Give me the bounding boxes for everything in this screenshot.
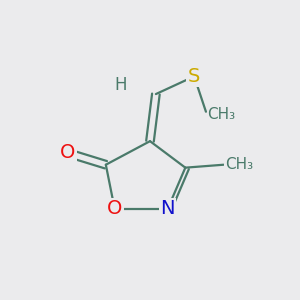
Text: N: N bbox=[160, 200, 175, 218]
Text: O: O bbox=[107, 200, 122, 218]
Text: O: O bbox=[60, 143, 75, 162]
Text: CH₃: CH₃ bbox=[207, 107, 236, 122]
Text: S: S bbox=[188, 67, 200, 86]
Text: CH₃: CH₃ bbox=[225, 157, 253, 172]
Text: H: H bbox=[114, 76, 127, 94]
